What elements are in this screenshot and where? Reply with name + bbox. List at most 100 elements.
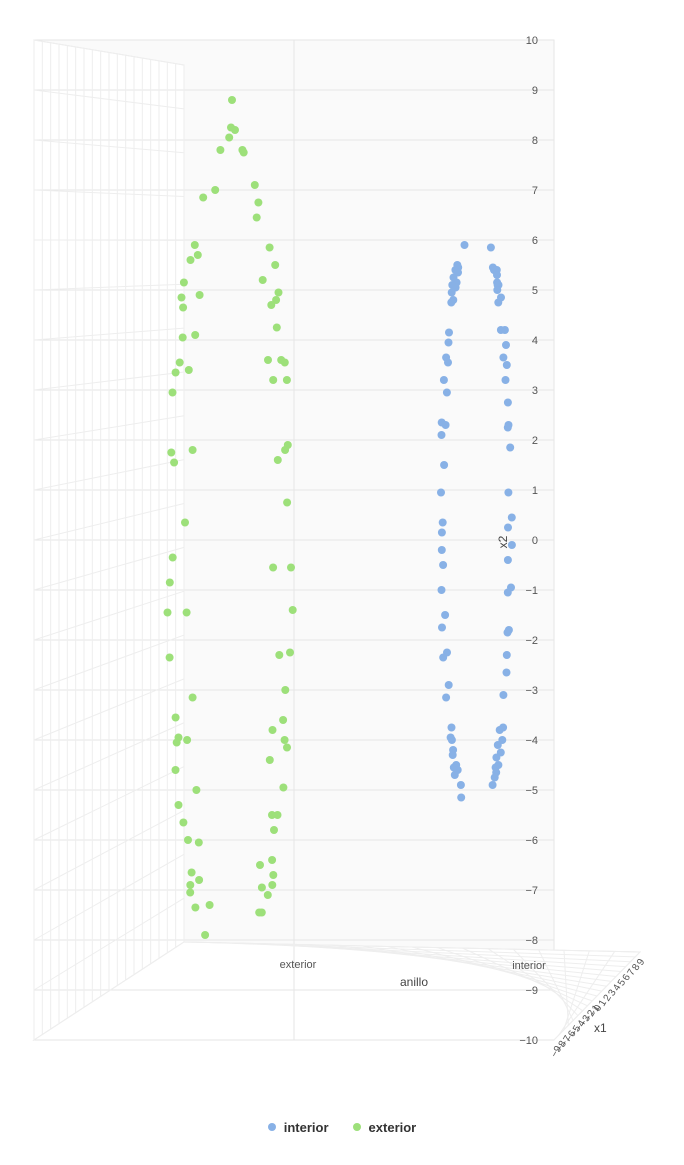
data-point-interior [457, 794, 465, 802]
data-point-interior [493, 286, 501, 294]
data-point-exterior [176, 359, 184, 367]
data-point-exterior [201, 931, 209, 939]
data-point-exterior [166, 579, 174, 587]
data-point-exterior [206, 901, 214, 909]
data-point-interior [440, 461, 448, 469]
data-point-exterior [268, 811, 276, 819]
data-point-exterior [195, 839, 203, 847]
data-point-exterior [196, 291, 204, 299]
data-point-exterior [178, 294, 186, 302]
data-point-exterior [170, 459, 178, 467]
data-point-exterior [184, 836, 192, 844]
data-point-interior [441, 611, 449, 619]
data-point-interior [503, 669, 511, 677]
data-point-exterior [255, 909, 263, 917]
y-tick-label: 9 [532, 85, 538, 97]
data-point-exterior [254, 199, 262, 207]
data-point-exterior [273, 324, 281, 332]
data-point-exterior [189, 446, 197, 454]
data-point-interior [438, 624, 446, 632]
data-point-interior [445, 329, 453, 337]
data-point-exterior [271, 261, 279, 269]
data-point-exterior [183, 736, 191, 744]
data-point-interior [438, 546, 446, 554]
data-point-interior [487, 244, 495, 252]
data-point-exterior [269, 376, 277, 384]
data-point-interior [504, 399, 512, 407]
data-point-interior [437, 489, 445, 497]
data-point-interior [449, 751, 457, 759]
data-point-interior [506, 444, 514, 452]
data-point-exterior [266, 244, 274, 252]
data-point-exterior [191, 331, 199, 339]
data-point-exterior [264, 356, 272, 364]
data-point-interior [457, 781, 465, 789]
y-tick-label: 1 [532, 485, 538, 497]
x-axis-title: x1 [594, 1021, 607, 1035]
data-point-interior [439, 654, 447, 662]
data-point-exterior [188, 869, 196, 877]
data-point-exterior [275, 289, 283, 297]
data-point-exterior [259, 276, 267, 284]
y-tick-label: −4 [525, 735, 538, 747]
legend-marker-exterior [353, 1123, 361, 1131]
data-point-interior [438, 431, 446, 439]
y-tick-label: −8 [525, 935, 538, 947]
data-point-exterior [216, 146, 224, 154]
data-point-interior [508, 514, 516, 522]
y-axis-title: x2 [496, 535, 510, 548]
y-tick-label: 8 [532, 135, 538, 147]
data-point-exterior [287, 564, 295, 572]
data-point-exterior [227, 124, 235, 132]
y-tick-label: 0 [532, 535, 538, 547]
data-point-exterior [164, 609, 172, 617]
data-point-interior [494, 299, 502, 307]
data-point-exterior [167, 449, 175, 457]
data-point-interior [489, 781, 497, 789]
data-point-interior [504, 629, 512, 637]
y-tick-label: −7 [525, 885, 538, 897]
data-point-exterior [279, 716, 287, 724]
y-tick-label: −9 [525, 985, 538, 997]
data-point-exterior [199, 194, 207, 202]
data-point-interior [442, 694, 450, 702]
data-point-interior [448, 724, 456, 732]
legend-item-exterior[interactable]: exterior [353, 1120, 417, 1135]
data-point-exterior [269, 871, 277, 879]
data-point-exterior [195, 876, 203, 884]
data-point-interior [439, 519, 447, 527]
y-tick-label: −2 [525, 635, 538, 647]
data-point-exterior [172, 766, 180, 774]
data-point-exterior [186, 881, 194, 889]
data-point-interior [439, 561, 447, 569]
data-point-exterior [187, 256, 195, 264]
legend-label-exterior: exterior [369, 1120, 417, 1135]
data-point-exterior [281, 359, 289, 367]
data-point-interior [445, 339, 453, 347]
data-point-interior [504, 589, 512, 597]
data-point-exterior [268, 881, 276, 889]
data-point-exterior [169, 554, 177, 562]
y-tick-label: −6 [525, 835, 538, 847]
y-tick-label: −1 [525, 585, 538, 597]
legend-item-interior[interactable]: interior [268, 1120, 329, 1135]
data-point-interior [461, 241, 469, 249]
data-point-exterior [192, 786, 200, 794]
data-point-exterior [228, 96, 236, 104]
data-point-interior [504, 424, 512, 432]
data-point-exterior [253, 214, 261, 222]
data-point-interior [443, 389, 451, 397]
data-point-exterior [281, 446, 289, 454]
z-axis-title: anillo [400, 975, 428, 989]
data-point-exterior [279, 784, 287, 792]
data-point-interior [493, 271, 501, 279]
data-point-interior [444, 359, 452, 367]
chart-grid [34, 40, 640, 1040]
data-point-interior [448, 736, 456, 744]
data-point-exterior [281, 736, 289, 744]
data-point-exterior [281, 686, 289, 694]
data-point-exterior [264, 891, 272, 899]
data-point-interior [504, 489, 512, 497]
